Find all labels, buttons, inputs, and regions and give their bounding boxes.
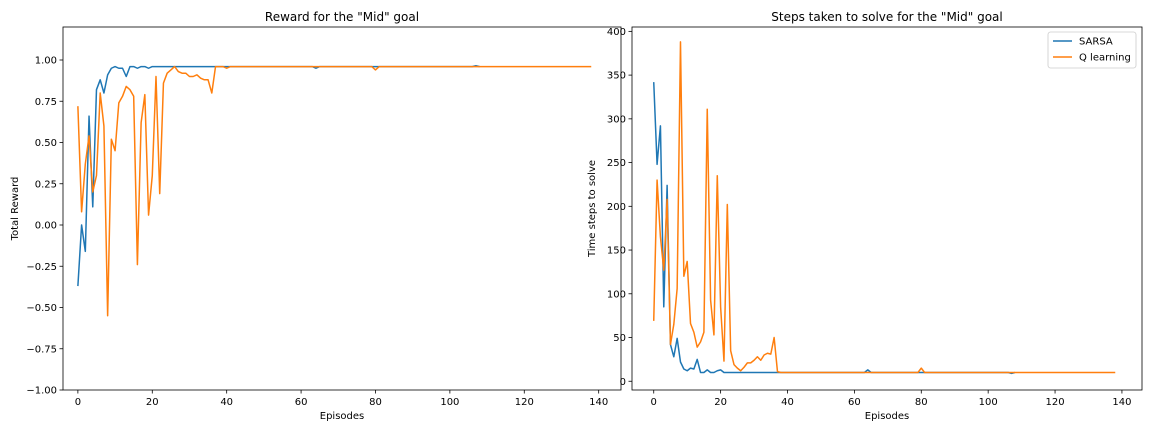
y-tick-label: 150 — [607, 246, 626, 257]
y-axis-label: Time steps to solve — [587, 160, 598, 258]
legend: SARSA Q learning — [1047, 31, 1137, 69]
chart-panel-1: 0 20 40 60 80 100 120 140 −1.00 −0.75 −0.50 −0.25 0.… — [10, 10, 622, 422]
y-axis-label: Total Reward — [10, 177, 21, 242]
y-tick-label: 400 — [607, 27, 626, 38]
x-tick-label: 100 — [440, 397, 459, 408]
x-tick-label: 60 — [848, 397, 861, 408]
plot-frame — [62, 26, 622, 391]
y-tick-label: 100 — [607, 289, 626, 300]
y-tick-label: 250 — [607, 158, 626, 169]
y-tick-label: 50 — [613, 333, 626, 344]
y-tick-label: −1.00 — [26, 386, 57, 397]
x-tick-label: 140 — [1112, 397, 1131, 408]
y-tick-label: 200 — [607, 202, 626, 213]
x-tick-label: 100 — [979, 397, 998, 408]
y-tick-label: 300 — [607, 114, 626, 125]
x-tick-label: 80 — [915, 397, 928, 408]
legend-label: SARSA — [1079, 37, 1113, 48]
chart-panel-2: 0 20 40 60 80 100 120 140 0 50 100 150 200 250 300 350 4… — [587, 10, 1143, 422]
x-tick-label: 140 — [589, 397, 608, 408]
series-line-q-learning — [652, 41, 1116, 374]
y-tick-label: 0.50 — [35, 138, 57, 149]
plot-frame — [631, 26, 1143, 391]
x-tick-label: 120 — [1046, 397, 1065, 408]
chart-title: Reward for the "Mid" goal — [265, 10, 419, 24]
x-axis-label: Episodes — [320, 411, 364, 422]
x-tick-label: 40 — [781, 397, 794, 408]
x-tick-label: 20 — [146, 397, 159, 408]
y-tick-label: −0.75 — [26, 344, 57, 355]
x-tick-label: 120 — [515, 397, 534, 408]
y-tick-label: 0.25 — [35, 179, 57, 190]
y-tick-label: −0.25 — [26, 262, 57, 273]
y-tick-label: 1.00 — [35, 56, 57, 67]
x-tick-label: 0 — [75, 397, 81, 408]
x-tick-label: 0 — [651, 397, 657, 408]
x-tick-label: 40 — [220, 397, 233, 408]
x-tick-label: 20 — [714, 397, 727, 408]
y-tick-label: 0.75 — [35, 97, 57, 108]
series-line-q-learning — [77, 65, 592, 317]
legend-label: Q learning — [1079, 53, 1131, 64]
y-tick-label: 0.00 — [35, 221, 57, 232]
x-tick-label: 80 — [369, 397, 382, 408]
y-tick-label: 350 — [607, 71, 626, 82]
chart-title: Steps taken to solve for the "Mid" goal — [771, 10, 1003, 24]
y-tick-label: −0.50 — [26, 303, 57, 314]
x-tick-label: 60 — [295, 397, 308, 408]
x-axis-label: Episodes — [865, 411, 909, 422]
y-tick-label: 0 — [620, 377, 626, 388]
